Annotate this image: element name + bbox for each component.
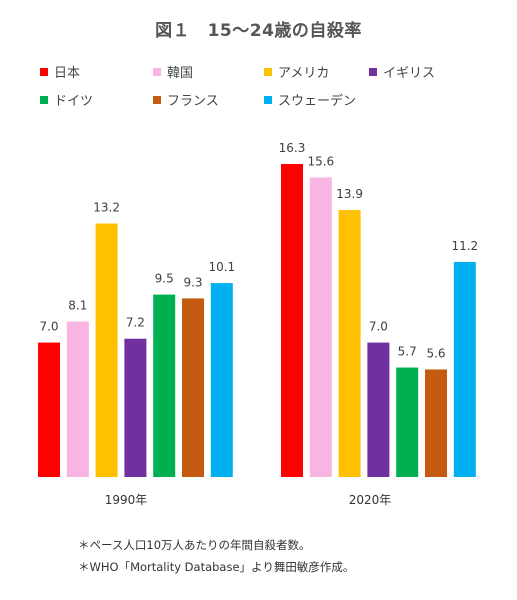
data-label: 13.2 — [93, 201, 120, 215]
bar — [95, 223, 118, 477]
bar — [367, 342, 390, 477]
data-label: 7.0 — [39, 320, 58, 334]
bar-chart-plot: 7.0 8.1 13.2 7.2 9.5 9.3 10.1 1990年 16.315.6 13.9… — [38, 141, 478, 507]
legend-label: ドイツ — [54, 94, 94, 109]
legend-item-2: アメリカ — [264, 62, 329, 81]
legend-label: 韓国 — [167, 66, 194, 81]
bar — [38, 342, 60, 477]
chart-title: 図１ 15～24歳の自殺率 — [155, 21, 362, 41]
bar — [153, 294, 176, 477]
data-label: 5.7 — [398, 345, 417, 359]
data-label: 9.5 — [155, 272, 174, 286]
data-label: 8.1 — [68, 298, 87, 312]
legend-item-0: 日本 — [40, 62, 80, 81]
legend-item-3: イギリス — [369, 62, 435, 81]
data-label: 10.1 — [208, 260, 235, 274]
legend-swatch — [153, 95, 161, 104]
data-label: 13.9 — [336, 187, 363, 201]
legend-swatch — [264, 95, 272, 104]
footnotes: ＊ペース人口10万人あたりの年間自殺者数。 ＊WHO「Mortality Dat… — [78, 534, 354, 578]
bar — [338, 210, 361, 478]
legend-label: フランス — [167, 94, 219, 109]
legend-label: スウェーデン — [278, 94, 357, 109]
legend-label: アメリカ — [278, 66, 330, 81]
bar — [124, 338, 147, 477]
legend-label: 日本 — [54, 66, 81, 81]
legend-swatch — [369, 67, 377, 76]
legend-item-1: 韓国 — [153, 62, 193, 81]
data-label: 7.0 — [369, 320, 388, 334]
legend-item-5: フランス — [153, 90, 219, 109]
bar — [182, 298, 204, 477]
category-label: 2020年 — [349, 493, 392, 507]
data-label: 16.3 — [279, 141, 306, 155]
bar — [210, 283, 233, 477]
legend-item-6: スウェーデン — [264, 90, 356, 109]
bar — [281, 164, 303, 477]
legend-swatch — [40, 95, 48, 104]
legend-label: イギリス — [383, 66, 436, 81]
legend-swatch — [264, 67, 272, 76]
bar — [425, 369, 447, 477]
category-label: 1990年 — [105, 493, 148, 507]
legend-swatch — [40, 67, 48, 76]
data-label: 15.6 — [307, 154, 334, 168]
data-label: 9.3 — [183, 275, 202, 289]
footnote-population: ＊ペース人口10万人あたりの年間自殺者数。 — [78, 538, 311, 552]
data-label: 5.6 — [426, 346, 445, 360]
bar — [66, 321, 89, 477]
data-label: 7.2 — [126, 316, 145, 330]
data-label: 11.2 — [451, 239, 478, 253]
bar — [396, 367, 419, 477]
bar — [309, 177, 332, 477]
legend-item-4: ドイツ — [40, 90, 93, 109]
bar — [453, 261, 476, 477]
footnote-source: ＊WHO「Mortality Database」より舞田敏彦作成。 — [78, 560, 355, 574]
legend-swatch — [153, 67, 161, 76]
